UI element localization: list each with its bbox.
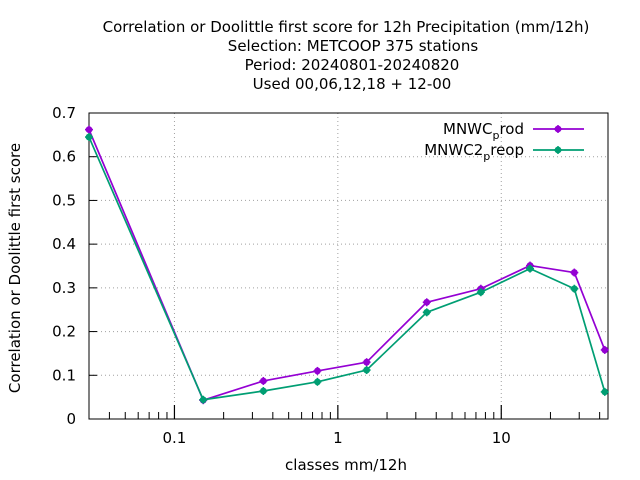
y-tick-label: 0 — [66, 410, 76, 428]
data-point — [85, 133, 93, 142]
axis-ticks — [89, 112, 601, 420]
title-line-2: Selection: METCOOP 375 stations — [228, 37, 479, 55]
series-layer — [85, 125, 609, 405]
y-tick-label: 0.2 — [52, 323, 76, 341]
title-line-3: Period: 20240801-20240820 — [245, 56, 460, 74]
y-tick-label: 0.4 — [52, 235, 76, 253]
legend-item: MNWCprod — [443, 120, 584, 142]
data-point — [362, 366, 371, 375]
data-point — [313, 366, 322, 375]
data-point — [199, 395, 208, 404]
legend-marker — [554, 125, 562, 133]
data-point — [600, 387, 609, 396]
data-point — [259, 376, 268, 385]
legend-label: MNWC2preop — [424, 141, 524, 163]
data-point — [422, 298, 431, 307]
data-point — [362, 358, 371, 367]
title-line-1: Correlation or Doolittle first score for… — [103, 18, 590, 36]
y-tick-label: 0.6 — [52, 148, 76, 166]
data-point — [259, 387, 268, 396]
x-axis-label: classes mm/12h — [285, 456, 407, 474]
title-line-4: Used 00,06,12,18 + 12-00 — [253, 75, 452, 93]
data-point — [526, 264, 535, 273]
tick-labels: 0 0.1 0.2 0.3 0.4 0.5 0.6 0.7 0.1 1 10 — [52, 104, 511, 447]
data-point — [570, 284, 579, 293]
data-point — [570, 268, 579, 277]
y-tick-label: 0.5 — [52, 191, 76, 209]
series-line — [88, 136, 606, 401]
y-tick-label: 0.7 — [52, 104, 76, 122]
data-point — [422, 308, 431, 317]
plot-frame — [88, 112, 609, 420]
grid — [89, 113, 608, 419]
y-tick-label: 0.1 — [52, 366, 76, 384]
x-tick-label: 0.1 — [163, 429, 187, 447]
series-line — [88, 129, 606, 402]
chart-title: Correlation or Doolittle first score for… — [103, 18, 590, 93]
x-tick-label: 1 — [333, 429, 343, 447]
data-point — [85, 125, 93, 134]
y-tick-label: 0.3 — [52, 279, 76, 297]
x-tick-label: 10 — [492, 429, 511, 447]
data-point — [600, 345, 609, 354]
data-point — [476, 288, 485, 297]
legend-item: MNWC2preop — [424, 141, 584, 163]
series-2 — [85, 133, 609, 404]
legend-marker — [554, 146, 562, 154]
legend-label: MNWCprod — [443, 120, 524, 142]
data-point — [313, 377, 322, 386]
y-axis-label: Correlation or Doolittle first score — [6, 143, 24, 393]
